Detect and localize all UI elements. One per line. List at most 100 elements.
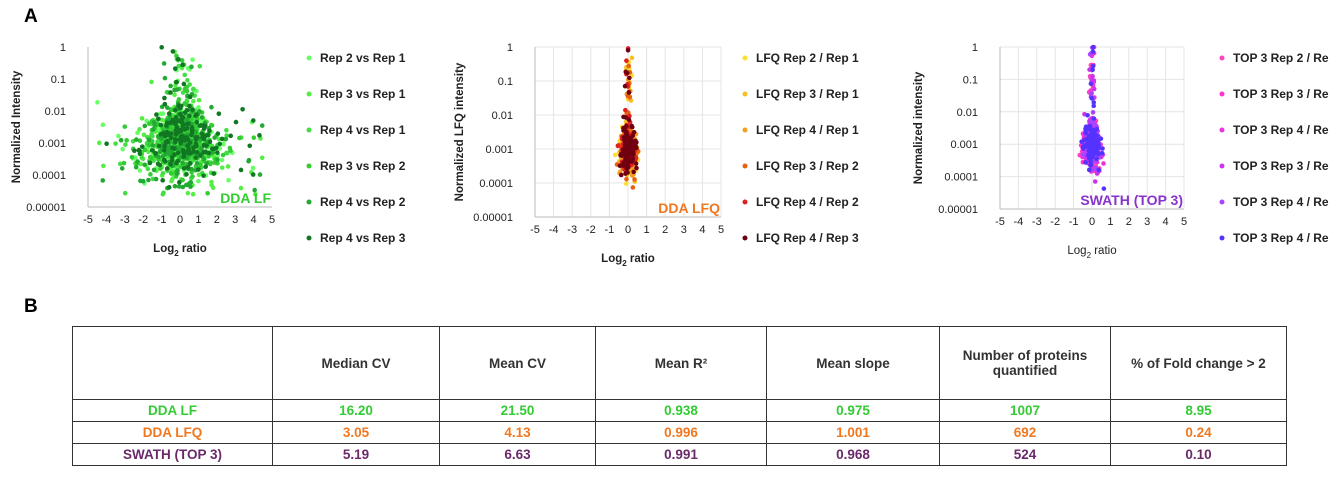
data-point — [1082, 137, 1087, 143]
data-point — [189, 166, 195, 172]
data-point — [132, 148, 137, 154]
data-point — [158, 122, 164, 128]
table-row-method: SWATH (TOP 3) — [72, 443, 273, 466]
data-point — [1091, 103, 1097, 109]
data-point — [168, 162, 173, 167]
data-point — [623, 181, 629, 186]
x-tick-label: 4 — [1163, 216, 1169, 228]
data-point — [187, 82, 192, 87]
legend-marker — [1219, 235, 1225, 241]
data-point — [184, 171, 189, 177]
data-point — [209, 146, 215, 152]
y-axis-label: Normalized LFQ intensity — [454, 62, 466, 201]
data-point — [1088, 162, 1094, 168]
data-point — [193, 129, 199, 135]
legend-marker — [742, 163, 748, 169]
data-point — [216, 111, 222, 117]
data-point — [1098, 136, 1104, 141]
legend-marker — [306, 127, 312, 133]
data-point — [142, 123, 148, 129]
table-row: SWATH (TOP 3) 5.19 6.63 0.991 0.968 524 0.10 — [72, 443, 1287, 466]
data-point — [179, 116, 184, 122]
data-point — [135, 130, 140, 136]
data-point — [622, 83, 628, 89]
data-point — [122, 190, 128, 196]
data-point — [101, 163, 106, 169]
data-point — [117, 161, 123, 167]
data-point — [206, 154, 212, 159]
y-tick-label: 0.001 — [950, 139, 978, 151]
data-point — [1094, 171, 1100, 176]
data-point — [121, 160, 127, 166]
data-point — [1094, 126, 1100, 132]
data-point — [623, 107, 628, 113]
data-point — [119, 166, 125, 171]
data-point — [1091, 116, 1097, 121]
data-point — [250, 118, 256, 123]
data-point — [246, 158, 251, 164]
data-point — [206, 133, 211, 138]
data-point — [137, 151, 143, 156]
data-point — [168, 90, 173, 95]
legend-entry: LFQ Rep 4 / Rep 2 — [756, 195, 859, 209]
x-tick-label: -5 — [530, 224, 540, 236]
data-point — [228, 133, 233, 139]
data-point — [177, 180, 182, 185]
legend-entry: TOP 3 Rep 3 / Rep 2 — [1233, 159, 1329, 173]
data-point — [169, 178, 174, 184]
data-point — [176, 63, 181, 69]
legend-marker — [1219, 55, 1225, 61]
table-cell: 0.968 — [766, 443, 940, 466]
data-point — [168, 120, 173, 126]
data-point — [630, 173, 635, 178]
y-tick-label: 0.00001 — [473, 212, 513, 224]
legend-entry: LFQ Rep 3 / Rep 2 — [756, 159, 859, 173]
data-point — [187, 113, 192, 119]
y-tick-label: 0.0001 — [32, 170, 66, 182]
data-point — [185, 144, 191, 149]
x-tick-label: 1 — [195, 214, 201, 226]
table-header-row: Median CV Mean CV Mean R² Mean slope Num… — [72, 326, 1287, 400]
data-point — [154, 112, 159, 117]
data-point — [113, 141, 118, 146]
data-point — [123, 142, 128, 147]
data-point — [207, 128, 212, 134]
data-point — [240, 106, 245, 112]
data-point — [203, 164, 208, 170]
y-tick-label: 0.01 — [45, 106, 66, 118]
legend-marker — [742, 235, 748, 241]
x-tick-label: -1 — [605, 224, 615, 236]
data-point — [1085, 113, 1090, 118]
legend-marker — [742, 91, 748, 97]
data-point — [139, 155, 145, 160]
data-point — [1096, 167, 1102, 173]
y-tick-label: 0.01 — [957, 107, 978, 119]
data-point — [1101, 186, 1107, 191]
data-point — [629, 123, 635, 129]
data-point — [149, 134, 154, 139]
data-point — [633, 161, 639, 166]
x-tick-label: 5 — [718, 224, 724, 236]
x-tick-label: -2 — [138, 214, 148, 226]
data-point — [210, 185, 216, 191]
data-point — [163, 139, 169, 145]
table-cell: 0.24 — [1110, 421, 1287, 444]
data-point — [177, 105, 183, 111]
data-point — [187, 103, 192, 109]
data-point — [190, 57, 195, 62]
x-tick-label: -4 — [1014, 216, 1024, 228]
data-point — [625, 157, 631, 162]
data-point — [122, 124, 128, 129]
table-row-method: DDA LFQ — [72, 421, 273, 444]
data-point — [178, 112, 183, 117]
data-point — [104, 141, 109, 147]
data-point — [220, 152, 226, 158]
data-point — [190, 174, 195, 179]
x-axis-label-main: Log — [153, 243, 174, 255]
data-point — [1086, 167, 1092, 173]
data-point — [201, 123, 206, 128]
data-point — [201, 156, 207, 161]
table-cell: 0.938 — [595, 399, 767, 422]
data-point — [178, 129, 184, 134]
data-point — [623, 115, 629, 120]
